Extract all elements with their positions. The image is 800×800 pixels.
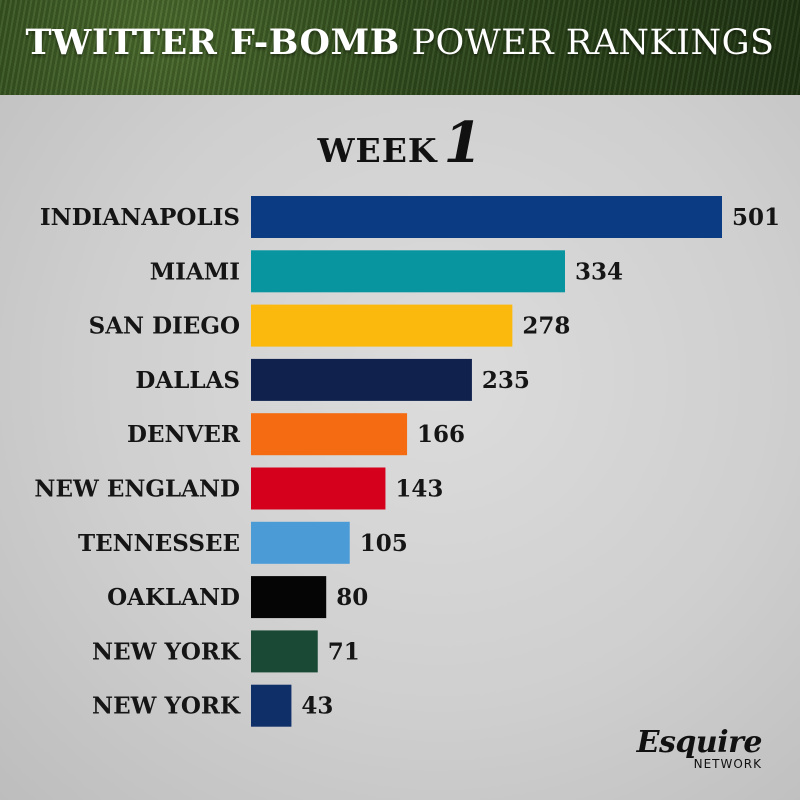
category-label-1: MIAMI	[150, 258, 240, 285]
category-label-4: DENVER	[127, 421, 241, 448]
category-label-5: NEW ENGLAND	[34, 476, 240, 503]
week-label: WEEK	[317, 131, 438, 170]
value-label-6: 105	[360, 530, 408, 557]
bar-2	[251, 304, 513, 347]
title-rest: POWER RANKINGS	[411, 23, 775, 63]
value-label-8: 71	[328, 638, 360, 665]
value-label-1: 334	[575, 258, 623, 285]
chart-title: TWITTER F-BOMB POWER RANKINGS	[0, 22, 800, 63]
bar-7	[251, 576, 327, 619]
category-label-3: DALLAS	[135, 367, 240, 394]
value-label-4: 166	[417, 421, 465, 448]
week-heading: WEEK 1	[0, 110, 800, 176]
category-label-9: NEW YORK	[92, 693, 241, 720]
value-label-3: 235	[482, 367, 530, 394]
category-label-2: SAN DIEGO	[89, 313, 240, 340]
bar-5	[251, 467, 386, 510]
bar-9	[251, 684, 292, 727]
category-label-8: NEW YORK	[92, 638, 241, 665]
bar-4	[251, 413, 408, 456]
category-label-6: TENNESSEE	[78, 530, 240, 557]
value-label-9: 43	[301, 693, 333, 720]
bar-8	[251, 630, 318, 673]
header-banner: TWITTER F-BOMB POWER RANKINGS	[0, 0, 800, 95]
esquire-network-logo: Esquire NETWORK	[636, 725, 763, 771]
bar-1	[251, 250, 565, 293]
bar-6	[251, 521, 350, 564]
value-label-5: 143	[395, 476, 443, 503]
title-bold: TWITTER F-BOMB	[25, 22, 400, 63]
bar-3	[251, 358, 472, 401]
logo-brand: Esquire	[636, 725, 763, 760]
value-label-0: 501	[732, 204, 780, 231]
week-number: 1	[443, 110, 483, 176]
value-label-2: 278	[522, 313, 570, 340]
category-label-7: OAKLAND	[107, 584, 240, 611]
logo-sub: NETWORK	[693, 757, 762, 771]
bar-0	[251, 196, 722, 238]
value-label-7: 80	[336, 584, 368, 611]
category-label-0: INDIANAPOLIS	[40, 204, 240, 231]
